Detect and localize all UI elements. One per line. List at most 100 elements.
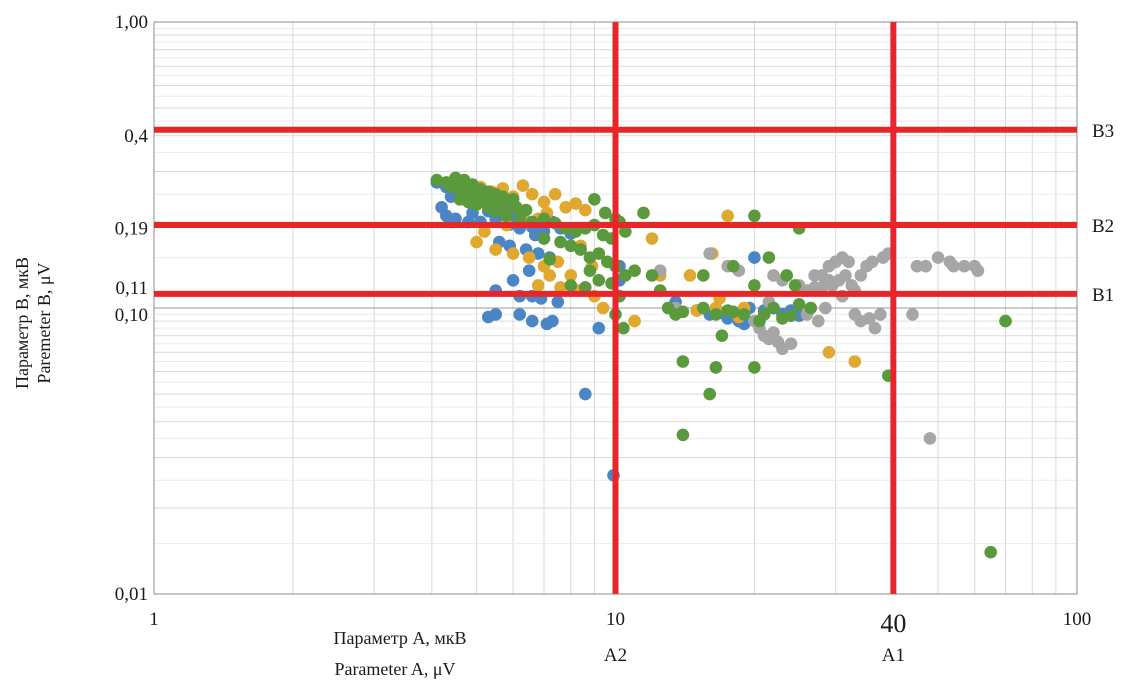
horizontal-threshold-label: B3: [1092, 121, 1114, 142]
data-point: [510, 201, 523, 214]
data-point: [958, 259, 971, 273]
data-point: [676, 355, 690, 368]
data-point: [822, 346, 836, 359]
data-point: [697, 301, 710, 315]
data-point: [500, 199, 513, 212]
data-point: [554, 281, 567, 294]
data-point: [863, 312, 876, 325]
horizontal-threshold-label: B2: [1092, 216, 1114, 237]
data-point: [727, 259, 740, 273]
data-point: [559, 201, 572, 214]
data-point: [569, 197, 582, 210]
data-point: [923, 432, 937, 445]
y-axis-label-ru: Параметр В, мкВ: [12, 257, 32, 389]
y-tick-label: 0,4: [124, 126, 148, 147]
data-point: [482, 310, 495, 324]
threshold-lines: [154, 22, 1077, 594]
x-tick-label: 10: [606, 609, 625, 630]
data-point: [596, 301, 610, 315]
data-point: [874, 308, 887, 321]
y-tick-label: 0,19: [115, 218, 148, 239]
axis-labels: 1,00 0,4 0,19 0,11 0,10 0,011 10 100 40 A2 A1 B3 B2 B…: [12, 12, 1114, 679]
data-point: [564, 239, 578, 253]
data-point: [513, 308, 526, 321]
horizontal-threshold-label: B1: [1092, 285, 1114, 306]
data-point: [522, 264, 536, 278]
data-point: [628, 264, 641, 278]
data-point: [767, 326, 780, 339]
data-point: [592, 247, 606, 260]
data-point: [845, 279, 858, 292]
data-point: [525, 314, 539, 328]
data-point: [598, 206, 612, 220]
data-point: [569, 225, 582, 238]
data-point: [829, 255, 842, 269]
data-point: [839, 269, 852, 282]
data-point: [537, 212, 551, 226]
data-point: [854, 269, 868, 282]
data-point: [788, 279, 802, 292]
data-point: [645, 232, 659, 245]
data-point: [470, 198, 483, 211]
data-point: [579, 281, 592, 294]
data-point: [543, 269, 556, 282]
data-point: [703, 247, 716, 260]
data-point: [757, 308, 771, 321]
data-point: [531, 279, 545, 292]
data-point: [430, 173, 444, 187]
data-point: [525, 187, 539, 201]
data-point: [519, 203, 533, 217]
data-points: [430, 171, 1012, 559]
data-point: [792, 298, 806, 311]
data-point: [537, 232, 551, 245]
data-point: [947, 259, 960, 273]
data-point: [727, 305, 740, 319]
data-point: [865, 255, 879, 269]
data-point: [815, 281, 829, 294]
data-point: [592, 321, 606, 335]
data-point: [780, 269, 793, 282]
data-point: [619, 225, 632, 238]
data-point: [931, 251, 945, 264]
data-point: [868, 321, 882, 335]
data-point: [500, 209, 513, 223]
data-point: [548, 187, 562, 201]
data-point: [748, 251, 761, 264]
y-tick-label: 0,11: [115, 278, 148, 299]
data-point: [737, 308, 751, 321]
data-point: [564, 269, 578, 282]
data-point: [910, 259, 924, 273]
data-point: [588, 193, 601, 206]
data-point: [812, 314, 825, 328]
data-point: [516, 179, 530, 192]
data-point: [637, 206, 650, 220]
data-point: [489, 243, 503, 256]
data-point: [721, 209, 734, 223]
data-point: [819, 301, 832, 315]
data-point: [583, 264, 597, 278]
data-point: [579, 387, 592, 401]
x-tick-label: 1: [149, 609, 159, 630]
y-tick-label: 0,10: [115, 305, 148, 326]
data-point: [619, 269, 632, 282]
data-point: [697, 269, 710, 282]
data-point: [748, 279, 761, 292]
data-point: [513, 212, 526, 226]
data-point: [984, 545, 997, 559]
data-point: [628, 314, 641, 328]
data-point: [906, 308, 919, 321]
y-tick-label: 0,01: [115, 584, 148, 605]
data-point: [999, 314, 1012, 328]
data-point: [748, 361, 761, 374]
data-point: [784, 309, 798, 323]
data-point: [676, 428, 690, 442]
data-point: [709, 361, 723, 374]
data-point: [506, 247, 520, 260]
data-point: [808, 269, 821, 282]
data-point: [543, 252, 556, 266]
x-axis-label-ru: Параметр А, мкВ: [333, 628, 466, 648]
data-point: [564, 279, 578, 292]
data-point: [676, 305, 690, 319]
data-point: [478, 225, 491, 238]
